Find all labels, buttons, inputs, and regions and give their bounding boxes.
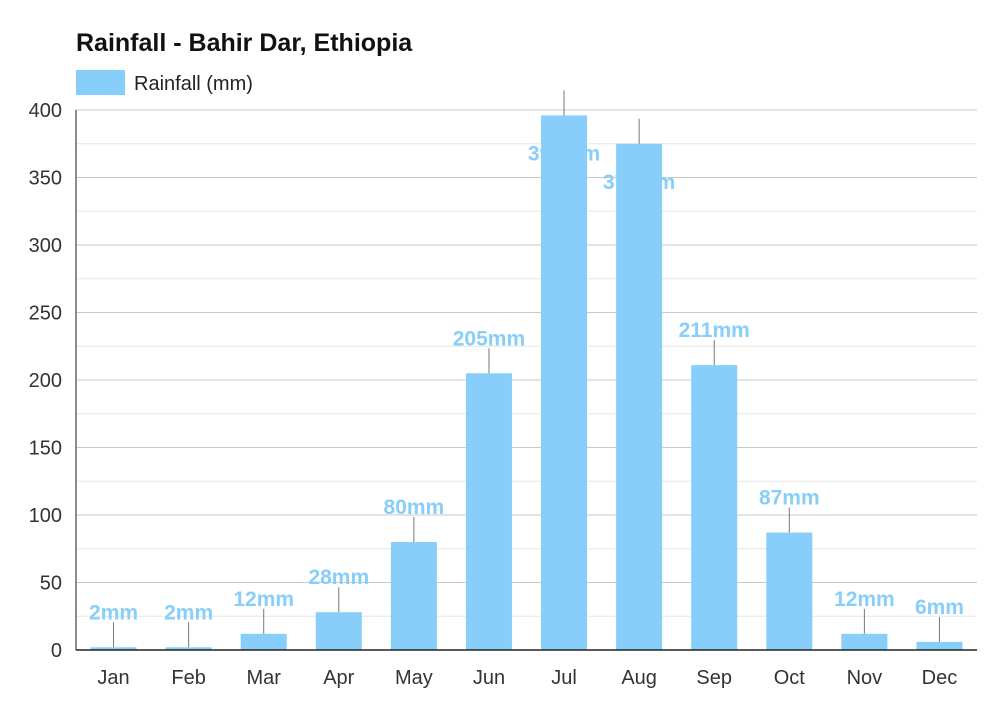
bar-mar	[240, 633, 287, 650]
legend-label[interactable]: Rainfall (mm)	[134, 73, 253, 95]
y-tick-label: 50	[40, 573, 62, 595]
x-tick-label: Dec	[922, 667, 958, 689]
y-tick-label: 400	[29, 100, 62, 122]
x-tick-label: Jun	[473, 667, 505, 689]
data-label: 12mm	[233, 588, 294, 611]
bar-jan	[90, 647, 137, 650]
axis-layer: 0 50 100 150 200 250 300 350 400 Jan Feb Mar Apr May J…	[29, 100, 977, 689]
chart-title: Rainfall - Bahir Dar, Ethiopia	[76, 29, 413, 57]
y-tick-label: 200	[29, 370, 62, 392]
bars-layer	[90, 115, 963, 650]
data-label: 80mm	[384, 496, 445, 519]
bar-feb	[165, 647, 212, 650]
data-label: 396mm	[528, 142, 600, 165]
data-label: 12mm	[834, 588, 895, 611]
x-tick-label: Nov	[847, 667, 883, 689]
data-label: 6mm	[915, 596, 964, 619]
x-tick-label: May	[395, 667, 433, 689]
bar-aug	[616, 143, 663, 650]
data-label: 211mm	[679, 319, 750, 342]
x-tick-label: Jul	[551, 667, 577, 689]
y-tick-label: 300	[29, 235, 62, 257]
x-tick-label: Sep	[696, 667, 732, 689]
bar-oct	[766, 532, 813, 650]
y-tick-label: 150	[29, 438, 62, 460]
bar-apr	[315, 612, 362, 650]
y-tick-label: 350	[29, 168, 62, 190]
y-tick-label: 0	[51, 640, 62, 662]
data-label: 87mm	[759, 487, 820, 510]
bar-may	[390, 542, 437, 650]
y-tick-label: 100	[29, 505, 62, 527]
data-label: 375mm	[603, 171, 675, 194]
x-tick-label: Apr	[323, 667, 354, 689]
bar-sep	[691, 365, 738, 650]
x-tick-label: Feb	[171, 667, 205, 689]
bar-jul	[541, 115, 588, 650]
grid-layer	[76, 109, 977, 617]
bar-nov	[841, 633, 888, 650]
data-label: 28mm	[308, 566, 369, 589]
x-tick-label: Aug	[621, 667, 657, 689]
y-tick-label: 250	[29, 303, 62, 325]
x-tick-label: Mar	[246, 667, 281, 689]
data-label: 205mm	[453, 327, 525, 350]
data-label: 2mm	[89, 601, 138, 624]
bar-jun	[465, 373, 512, 650]
data-label: 2mm	[164, 601, 213, 624]
x-tick-label: Oct	[774, 667, 806, 689]
legend-swatch	[76, 70, 125, 95]
bar-dec	[916, 641, 963, 650]
x-tick-label: Jan	[97, 667, 129, 689]
